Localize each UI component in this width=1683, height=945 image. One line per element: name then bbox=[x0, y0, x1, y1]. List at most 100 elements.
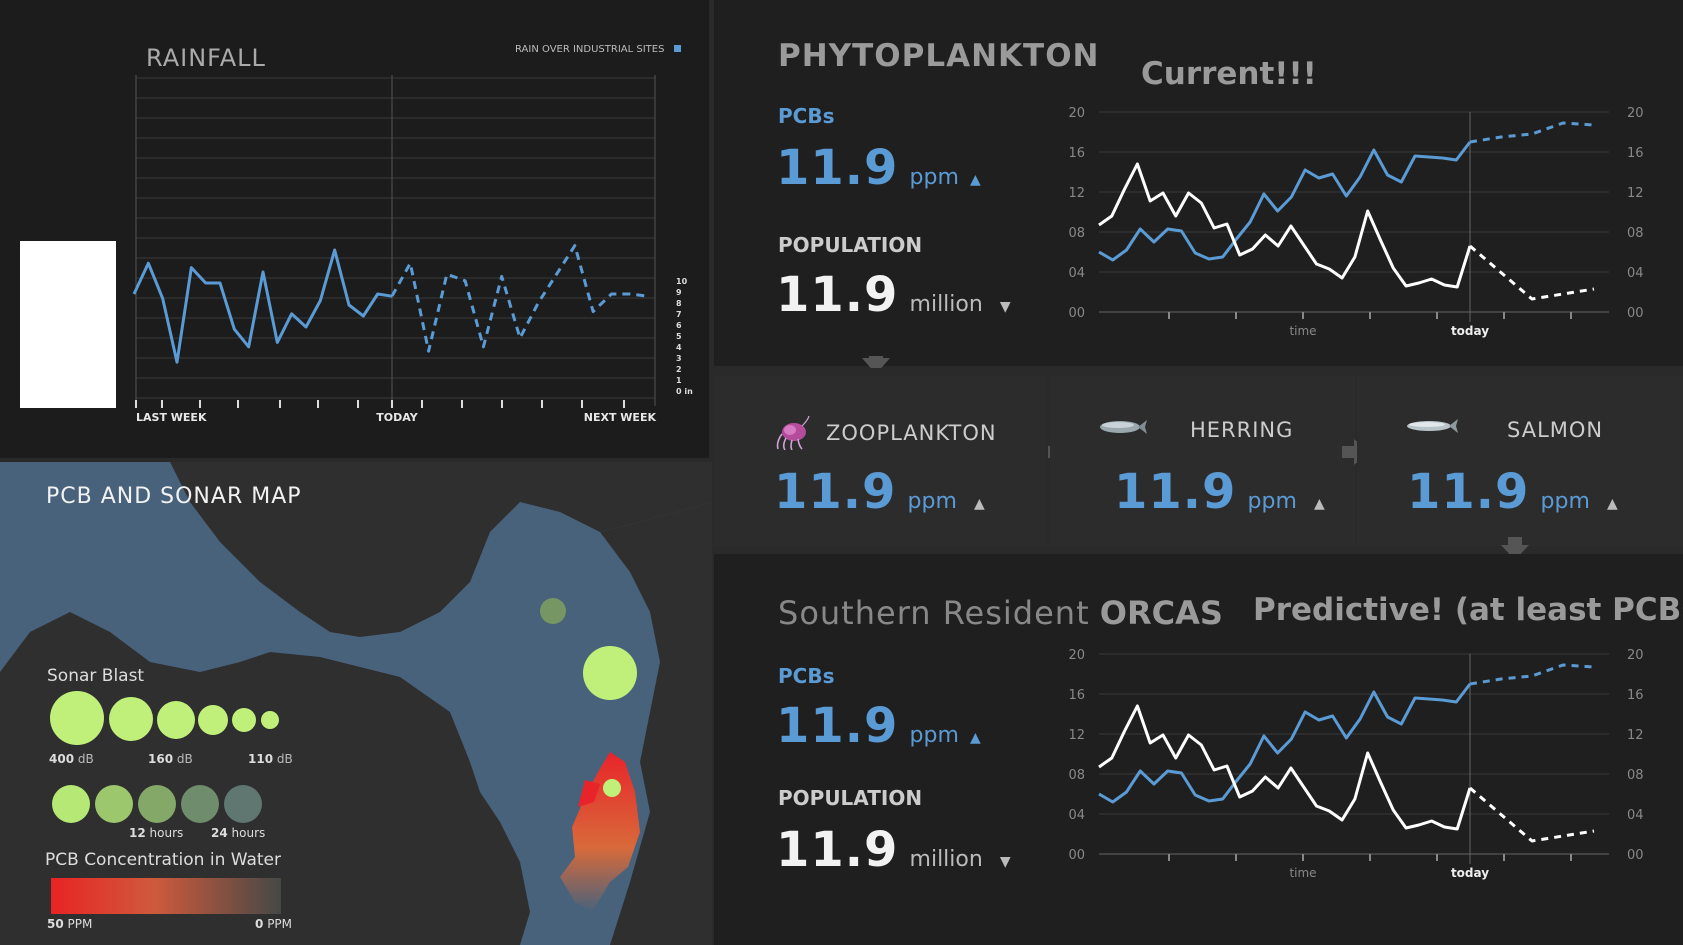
orcas-pcb-readout: 11.9 ppm ▲ bbox=[776, 702, 981, 750]
sonar-circle-5 bbox=[232, 708, 256, 732]
orcas-chart: 00 00 04 04 08 08 12 12 16 16 20 20 time today bbox=[1068, 648, 1644, 880]
rainfall-y-tick-label: 6 bbox=[676, 321, 682, 330]
food-chain-value-2: 11.9 bbox=[1114, 464, 1237, 520]
chart-y-tick-label-right: 16 bbox=[1627, 146, 1644, 161]
food-chain-value-3: 11.9 bbox=[1407, 464, 1530, 520]
sonar-circle-1 bbox=[50, 691, 104, 745]
phyto-pop-trend-icon: ▼ bbox=[999, 299, 1011, 315]
chart-y-tick-label-right: 04 bbox=[1627, 266, 1644, 281]
sonar-circle-4 bbox=[198, 705, 228, 735]
chart-y-tick-label-left: 12 bbox=[1068, 728, 1085, 743]
inlet-pcb-zone bbox=[578, 780, 600, 807]
herring-icon bbox=[1098, 416, 1148, 442]
chart-y-tick-label-left: 00 bbox=[1068, 306, 1085, 321]
hours-value-1: 12 bbox=[129, 826, 146, 840]
population-series-line bbox=[1098, 704, 1472, 831]
rainfall-y-tick-label: 5 bbox=[676, 332, 682, 341]
food-chain-readout-1: 11.9 ppm ▲ bbox=[774, 468, 985, 516]
map-panel: PCB AND SONAR MAP Sonar Blast 400 dB 160… bbox=[0, 462, 712, 945]
orcas-pcb-value: 11.9 bbox=[776, 698, 899, 754]
chart-y-tick-label-left: 20 bbox=[1068, 648, 1085, 663]
rainfall-y-tick-label: 0 in bbox=[676, 387, 693, 396]
rainfall-y-tick-label: 1 bbox=[676, 376, 682, 385]
hours-circle-4 bbox=[181, 785, 219, 823]
hours-circle-1 bbox=[52, 785, 90, 823]
sonar-point-small bbox=[540, 598, 566, 624]
phyto-pcb-unit: ppm bbox=[909, 165, 959, 190]
rainfall-y-tick-label: 3 bbox=[676, 354, 682, 363]
sonar-label-2: 160 dB bbox=[148, 752, 193, 766]
food-chain-readout-2: 11.9 ppm ▲ bbox=[1114, 468, 1325, 516]
flow-arrow-down-1-stem bbox=[869, 356, 883, 364]
hours-circle-2 bbox=[95, 785, 133, 823]
population-forecast-line bbox=[1469, 786, 1595, 843]
chart-y-tick-label-right: 08 bbox=[1627, 226, 1644, 241]
orcas-pop-readout: 11.9 million ▼ bbox=[776, 826, 1011, 874]
hours-unit-2: hours bbox=[231, 826, 266, 840]
hours-circle-5 bbox=[224, 785, 262, 823]
rainfall-y-tick-label: 4 bbox=[676, 343, 682, 352]
pcb-max-label: 0 PPM bbox=[255, 917, 292, 931]
hours-label-2: 24 hours bbox=[211, 826, 265, 840]
chart-y-tick-label-left: 08 bbox=[1068, 768, 1085, 783]
sonar-unit-3: dB bbox=[276, 752, 293, 766]
orcas-title-light: Southern Resident bbox=[778, 594, 1090, 632]
chart-y-tick-label-right: 16 bbox=[1627, 688, 1644, 703]
chart-today-label: today bbox=[1451, 866, 1489, 880]
hours-legend bbox=[52, 782, 272, 824]
sonar-legend bbox=[50, 691, 290, 747]
rainfall-chart: LAST WEEK TODAY NEXT WEEK 10 9 8 7 6 5 4 3 2 1 0 in bbox=[132, 75, 693, 424]
sonar-value-3: 110 bbox=[248, 752, 274, 766]
food-chain-row: ZOOPLANKTON 11.9 ppm ▲ HERRING 11.9 ppm … bbox=[714, 368, 1683, 546]
sonar-circle-2 bbox=[109, 697, 153, 741]
rainfall-legend-label: RAIN OVER INDUSTRIAL SITES bbox=[515, 44, 665, 55]
rainfall-y-tick-label: 2 bbox=[676, 365, 682, 374]
chart-y-tick-label-left: 20 bbox=[1068, 106, 1085, 121]
rainfall-y-tick-label: 10 bbox=[676, 277, 688, 286]
mainland-land bbox=[600, 502, 712, 945]
salmon-icon-graphic bbox=[1407, 419, 1458, 433]
salmon-icon bbox=[1405, 416, 1459, 440]
rainfall-y-tick-label: 9 bbox=[676, 288, 682, 297]
food-chain-name-2: HERRING bbox=[1190, 418, 1294, 442]
rainfall-title: RAINFALL bbox=[146, 44, 266, 72]
chart-y-tick-label-right: 12 bbox=[1627, 728, 1644, 743]
chart-y-tick-label-left: 04 bbox=[1068, 808, 1085, 823]
rainfall-legend: RAIN OVER INDUSTRIAL SITES bbox=[515, 44, 681, 55]
pcb-forecast-line bbox=[1469, 121, 1595, 144]
sonar-unit-2: dB bbox=[176, 752, 193, 766]
population-forecast-line bbox=[1469, 244, 1595, 301]
zooplankton-icon bbox=[774, 415, 810, 451]
chart-y-tick-label-right: 08 bbox=[1627, 768, 1644, 783]
sonar-circle-3 bbox=[157, 701, 195, 739]
food-chain-name-1: ZOOPLANKTON bbox=[826, 421, 997, 445]
orcas-pop-label: POPULATION bbox=[778, 786, 923, 810]
hours-label-1: 12 hours bbox=[129, 826, 183, 840]
sonar-label-1: 400 dB bbox=[49, 752, 94, 766]
phyto-pcb-value: 11.9 bbox=[776, 140, 899, 196]
food-chain-card-herring: HERRING 11.9 ppm ▲ bbox=[1050, 376, 1355, 546]
pcb-series-line bbox=[1098, 141, 1472, 262]
sonar-title: Sonar Blast bbox=[47, 666, 145, 686]
chart-y-tick-label-left: 12 bbox=[1068, 186, 1085, 201]
chart-y-tick-label-left: 00 bbox=[1068, 848, 1085, 863]
food-chain-name-3: SALMON bbox=[1507, 418, 1604, 442]
white-placeholder-block bbox=[20, 241, 116, 408]
chart-y-tick-label-left: 16 bbox=[1068, 146, 1085, 161]
hours-unit-1: hours bbox=[149, 826, 184, 840]
food-chain-card-salmon: SALMON 11.9 ppm ▲ bbox=[1357, 376, 1683, 546]
pcb-series-line bbox=[1098, 683, 1472, 804]
zooplankton-icon-graphic bbox=[776, 415, 810, 451]
hours-circle-3 bbox=[138, 785, 176, 823]
food-chain-trend-icon-3: ▲ bbox=[1607, 496, 1618, 512]
orcas-panel: Southern Resident ORCAS Predictive! (at … bbox=[714, 554, 1683, 945]
food-chain-unit-1: ppm bbox=[907, 489, 957, 514]
phytoplankton-panel: PHYTOPLANKTON Current!!! PCBs 11.9 ppm ▲… bbox=[714, 0, 1683, 366]
orcas-title: Southern Resident ORCAS bbox=[778, 594, 1223, 632]
map-title: PCB AND SONAR MAP bbox=[46, 484, 302, 509]
sonar-circle-6 bbox=[261, 711, 279, 729]
phyto-pop-value: 11.9 bbox=[776, 267, 899, 323]
sonar-point-large bbox=[583, 646, 637, 700]
flow-arrow-down-2-stem bbox=[1508, 537, 1522, 545]
sonar-point-puget bbox=[603, 779, 621, 797]
